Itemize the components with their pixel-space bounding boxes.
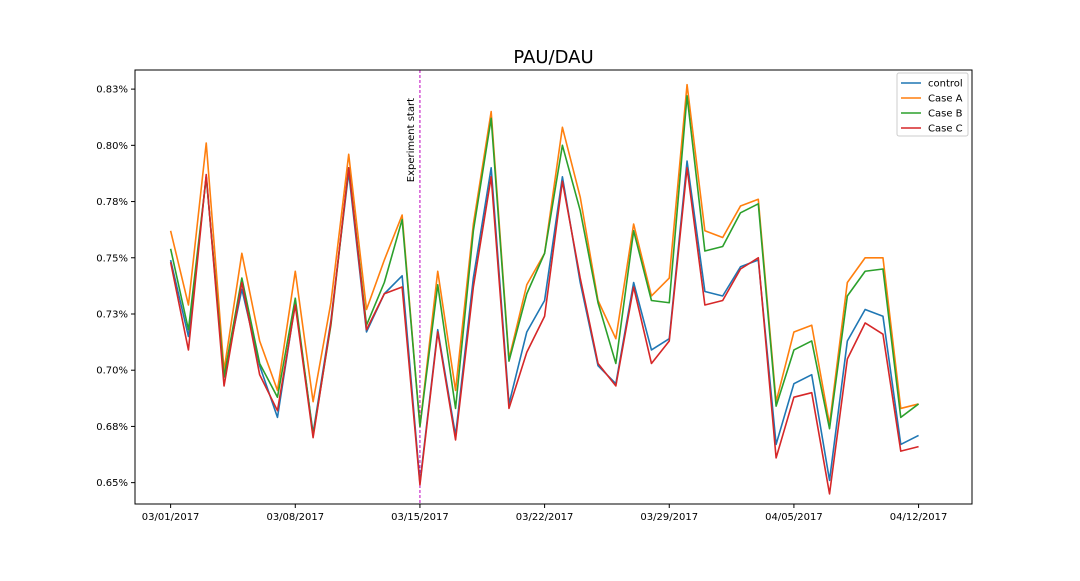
legend-label: Case C bbox=[928, 124, 963, 135]
axes: 0.65% 0.68% 0.70% 0.73% 0.75% 0.78% 0.80% 0.83%… bbox=[96, 85, 947, 523]
x-tick-label: 03/29/2017 bbox=[640, 512, 698, 523]
series-line-case-b bbox=[169, 95, 920, 437]
x-tick-label: 03/15/2017 bbox=[391, 512, 449, 523]
plot-frame bbox=[134, 69, 973, 505]
series-line-case-c bbox=[169, 167, 919, 495]
x-tick-label: 03/22/2017 bbox=[516, 512, 574, 523]
y-tick-label: 0.70% bbox=[96, 366, 128, 377]
plot-area: Experiment start bbox=[169, 70, 920, 504]
legend-label: Case A bbox=[928, 94, 963, 105]
legend-label: Case B bbox=[928, 109, 963, 120]
legend-label: control bbox=[928, 79, 963, 90]
legend-box bbox=[896, 72, 969, 137]
chart-title: PAU/DAU bbox=[513, 47, 593, 68]
y-tick-label: 0.78% bbox=[96, 197, 128, 208]
y-tick-label: 0.75% bbox=[96, 253, 128, 264]
x-tick-label: 03/08/2017 bbox=[266, 512, 324, 523]
x-tick-label: 03/01/2017 bbox=[142, 512, 200, 523]
y-tick-label: 0.65% bbox=[96, 478, 128, 489]
y-tick-label: 0.83% bbox=[96, 85, 128, 96]
y-tick-label: 0.80% bbox=[96, 141, 128, 152]
legend: control Case A Case B Case C bbox=[896, 72, 969, 137]
y-tick-label: 0.68% bbox=[96, 422, 128, 433]
x-tick-label: 04/05/2017 bbox=[765, 512, 823, 523]
experiment-start-label: Experiment start bbox=[406, 98, 417, 182]
x-tick-label: 04/12/2017 bbox=[890, 512, 948, 523]
y-tick-label: 0.73% bbox=[96, 309, 128, 320]
